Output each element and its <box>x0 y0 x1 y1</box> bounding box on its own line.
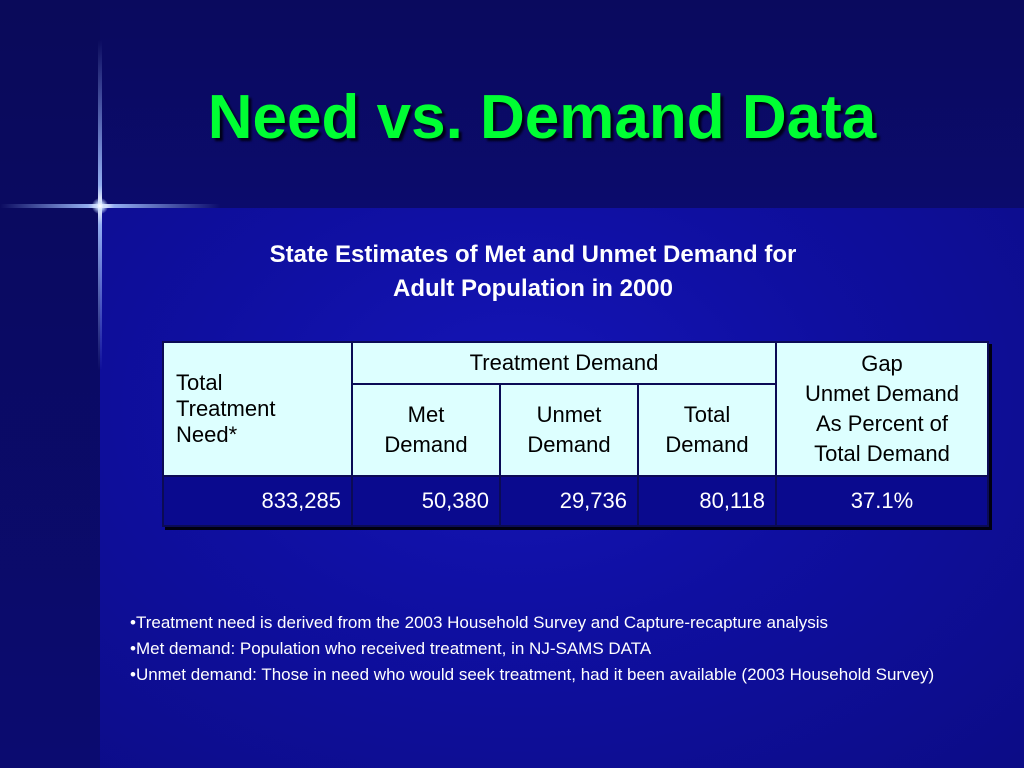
cell-total-need: 833,285 <box>162 475 353 527</box>
header-gap-line-3: As Percent of <box>815 411 949 436</box>
star-flare-icon <box>92 198 108 214</box>
header-total-line-2: Demand <box>665 432 749 457</box>
header-met-demand: Met Demand <box>351 383 501 477</box>
background-left-band <box>0 0 100 768</box>
table-row: 833,285 50,380 29,736 80,118 37.1% <box>162 475 989 527</box>
header-need-line-1: Total <box>176 370 223 395</box>
header-met-line-2: Demand <box>384 432 468 457</box>
footnotes: •Treatment need is derived from the 2003… <box>130 610 960 688</box>
footnote-item: •Met demand: Population who received tre… <box>130 639 652 658</box>
header-total-line-1: Total <box>683 402 731 427</box>
background-top-band <box>0 0 1024 208</box>
cell-total-demand: 80,118 <box>637 475 777 527</box>
header-need-line-2: Treatment <box>176 396 276 421</box>
header-unmet-demand: Unmet Demand <box>499 383 639 477</box>
footnote-item: •Treatment need is derived from the 2003… <box>130 613 828 632</box>
subtitle-line-2: Adult Population in 2000 <box>392 275 674 302</box>
header-met-line-1: Met <box>407 402 445 427</box>
header-unmet-line-2: Demand <box>527 432 611 457</box>
cell-gap-percent: 37.1% <box>775 475 989 527</box>
cell-met-demand: 50,380 <box>351 475 501 527</box>
header-need-line-3: Need* <box>176 422 238 447</box>
slide-title: Need vs. Demand Data <box>207 83 877 152</box>
slide-subtitle: State Estimates of Met and Unmet Demand … <box>180 238 886 306</box>
table-header-row-1: Total Treatment Need* Treatment Demand G… <box>162 341 989 477</box>
footnote-item: •Unmet demand: Those in need who would s… <box>130 665 935 684</box>
header-gap-line-4: Total Demand <box>814 441 950 466</box>
header-gap-line-2: Unmet Demand <box>804 381 960 406</box>
table-header-row-2: Met Demand Unmet Demand Total Demand <box>163 383 988 477</box>
header-gap-line-1: Gap <box>861 351 903 376</box>
header-gap: Gap Unmet Demand As Percent of Total Dem… <box>775 341 989 477</box>
header-total-demand: Total Demand <box>637 383 777 477</box>
header-total-treatment-need: Total Treatment Need* <box>162 341 353 477</box>
header-unmet-line-1: Unmet <box>536 402 602 427</box>
demand-table: Total Treatment Need* Treatment Demand G… <box>162 341 989 527</box>
header-treatment-demand: Treatment Demand <box>351 341 777 385</box>
cell-unmet-demand: 29,736 <box>499 475 639 527</box>
star-flare-horizontal <box>0 204 220 208</box>
subtitle-line-1: State Estimates of Met and Unmet Demand … <box>269 241 797 268</box>
